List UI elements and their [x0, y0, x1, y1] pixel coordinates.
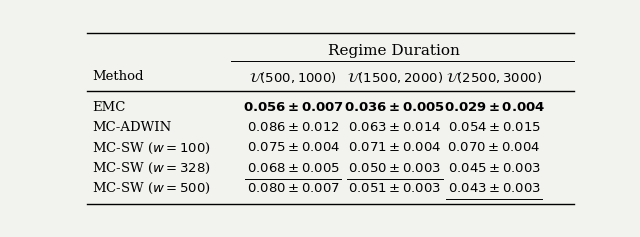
Text: $\mathcal{U}(2500, 3000)$: $\mathcal{U}(2500, 3000)$ [446, 70, 542, 85]
Text: $\mathbf{0.036 \pm 0.005}$: $\mathbf{0.036 \pm 0.005}$ [344, 101, 445, 114]
Text: $0.075 \pm 0.004$: $0.075 \pm 0.004$ [246, 141, 340, 155]
Text: $0.071 \pm 0.004$: $0.071 \pm 0.004$ [348, 141, 442, 155]
Text: $0.045 \pm 0.003$: $0.045 \pm 0.003$ [447, 162, 541, 174]
Text: $0.054 \pm 0.015$: $0.054 \pm 0.015$ [447, 121, 541, 134]
Text: MC-SW ($w = 100$): MC-SW ($w = 100$) [92, 141, 211, 155]
Text: $0.043 \pm 0.003$: $0.043 \pm 0.003$ [447, 182, 541, 195]
Text: $0.080 \pm 0.007$: $0.080 \pm 0.007$ [247, 182, 340, 195]
Text: $\mathcal{U}(500, 1000)$: $\mathcal{U}(500, 1000)$ [250, 70, 337, 85]
Text: Regime Duration: Regime Duration [328, 44, 460, 58]
Text: $\mathbf{0.056 \pm 0.007}$: $\mathbf{0.056 \pm 0.007}$ [243, 101, 344, 114]
Text: EMC: EMC [92, 101, 126, 114]
Text: MC-ADWIN: MC-ADWIN [92, 121, 172, 134]
Text: $\mathbf{0.029 \pm 0.004}$: $\mathbf{0.029 \pm 0.004}$ [444, 101, 545, 114]
Text: $0.051 \pm 0.003$: $0.051 \pm 0.003$ [348, 182, 442, 195]
Text: $0.086 \pm 0.012$: $0.086 \pm 0.012$ [247, 121, 340, 134]
Text: MC-SW ($w = 328$): MC-SW ($w = 328$) [92, 160, 211, 176]
Text: $0.063 \pm 0.014$: $0.063 \pm 0.014$ [348, 121, 442, 134]
Text: Method: Method [92, 70, 144, 83]
Text: $\mathcal{U}(1500, 2000)$: $\mathcal{U}(1500, 2000)$ [347, 70, 443, 85]
Text: $0.050 \pm 0.003$: $0.050 \pm 0.003$ [348, 162, 442, 174]
Text: $0.068 \pm 0.005$: $0.068 \pm 0.005$ [247, 162, 340, 174]
Text: $0.070 \pm 0.004$: $0.070 \pm 0.004$ [447, 141, 541, 155]
Text: MC-SW ($w = 500$): MC-SW ($w = 500$) [92, 181, 211, 196]
